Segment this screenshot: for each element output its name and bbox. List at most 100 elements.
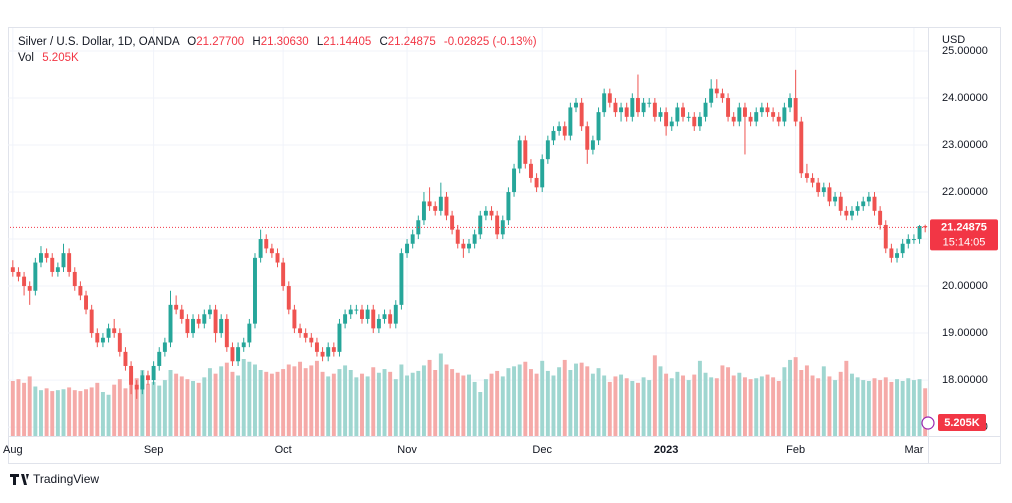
candle-body: [95, 333, 100, 343]
x-tick-label: Sep: [144, 444, 164, 456]
candle-body: [838, 196, 843, 211]
candle-body: [669, 121, 674, 127]
candle-body: [196, 318, 201, 324]
candle-body: [579, 102, 584, 127]
y-tick-label: 25.00000: [942, 45, 988, 57]
volume-bar: [551, 375, 556, 436]
candle-body: [393, 304, 398, 324]
high-label: H: [252, 36, 261, 48]
candle-body: [16, 271, 21, 277]
y-tick-label: 18.00000: [942, 374, 988, 386]
volume-bar: [652, 355, 657, 436]
candle-body: [551, 130, 556, 141]
symbol-title: Silver / U.S. Dollar, 1D, OANDA: [18, 36, 180, 48]
candle-body: [61, 253, 66, 268]
candle-body: [624, 107, 629, 117]
y-tick-label: 24.00000: [942, 92, 988, 104]
volume-bar: [793, 357, 798, 436]
candle-body: [562, 126, 567, 136]
volume-bar: [816, 378, 821, 436]
volume-bar: [838, 371, 843, 436]
candle-body: [827, 187, 832, 202]
y-tick-label: 22.00000: [942, 186, 988, 198]
candle-body: [883, 224, 888, 249]
volume-bar: [331, 373, 336, 436]
candle-body: [10, 267, 15, 272]
close-label: C: [379, 36, 388, 48]
volume-bar: [450, 369, 455, 436]
candle-body: [106, 328, 111, 338]
candle-body: [450, 215, 455, 230]
volume-badge: [938, 414, 986, 431]
volume-bar: [624, 378, 629, 436]
candle-body: [900, 243, 905, 254]
currency-label: USD: [942, 34, 965, 46]
candle-body: [236, 347, 241, 362]
candle-body: [545, 140, 550, 160]
candle-body: [213, 309, 218, 334]
volume-bar: [100, 392, 105, 436]
volume-bar: [224, 362, 229, 436]
candle-body: [534, 177, 539, 188]
volume-bar: [827, 376, 832, 436]
candle-body: [331, 347, 336, 352]
candle-body: [889, 248, 894, 258]
volume-bar: [376, 372, 381, 436]
candle-body: [568, 107, 573, 136]
candle-body: [151, 365, 156, 381]
candle-body: [748, 116, 753, 122]
volume-badge-label: 5.205K: [944, 417, 980, 429]
volume-bar: [585, 366, 590, 436]
candle-body: [230, 347, 235, 362]
x-tick-label: Feb: [786, 444, 805, 456]
candle-body: [202, 314, 207, 324]
candle-body: [241, 342, 246, 348]
candle-body: [821, 187, 826, 193]
volume-bar: [641, 377, 646, 436]
candle-body: [309, 337, 314, 343]
candle-body: [224, 318, 229, 348]
candle-body: [455, 229, 460, 244]
volume-bar: [709, 377, 714, 436]
volume-bar: [844, 360, 849, 436]
candle-body: [607, 93, 612, 103]
candle-body: [129, 365, 134, 385]
volume-bar: [911, 380, 916, 436]
candle-body: [67, 253, 72, 272]
candle-body: [44, 253, 49, 258]
candle-body: [776, 116, 781, 122]
volume-bar: [337, 369, 342, 436]
candle-body: [866, 196, 871, 202]
volume-bar: [681, 375, 685, 436]
candle-body: [146, 375, 150, 381]
volume-bar: [371, 367, 376, 436]
volume-bar: [635, 382, 640, 436]
volume-bar: [754, 378, 759, 436]
low-label: L: [316, 36, 324, 48]
candle-body: [461, 243, 466, 249]
volume-bar: [39, 390, 43, 436]
candle-body: [923, 226, 928, 228]
candle-body: [647, 102, 652, 104]
y-tick-label: 19.00000: [942, 327, 988, 339]
volume-bar: [382, 369, 387, 436]
volume-bar: [669, 378, 674, 436]
volume-bar: [179, 376, 184, 436]
candle-body: [692, 116, 697, 127]
candle-body: [433, 206, 438, 211]
volume-bar: [44, 388, 49, 436]
candle-body: [292, 309, 297, 329]
volume-bar: [157, 385, 162, 436]
candle-body: [878, 210, 883, 225]
y-tick-label: 23.00000: [942, 139, 988, 151]
candle-body: [365, 309, 370, 319]
candle-body: [219, 318, 224, 334]
volume-bar: [207, 368, 212, 436]
volume-bar: [314, 360, 319, 436]
volume-bar: [89, 387, 94, 436]
volume-bar: [84, 389, 89, 436]
volume-bar: [410, 372, 415, 436]
ohlc-row: Silver / U.S. Dollar, 1D, OANDA O21.2770…: [18, 34, 537, 50]
volume-bar: [540, 360, 545, 436]
volume-bar: [247, 361, 252, 436]
